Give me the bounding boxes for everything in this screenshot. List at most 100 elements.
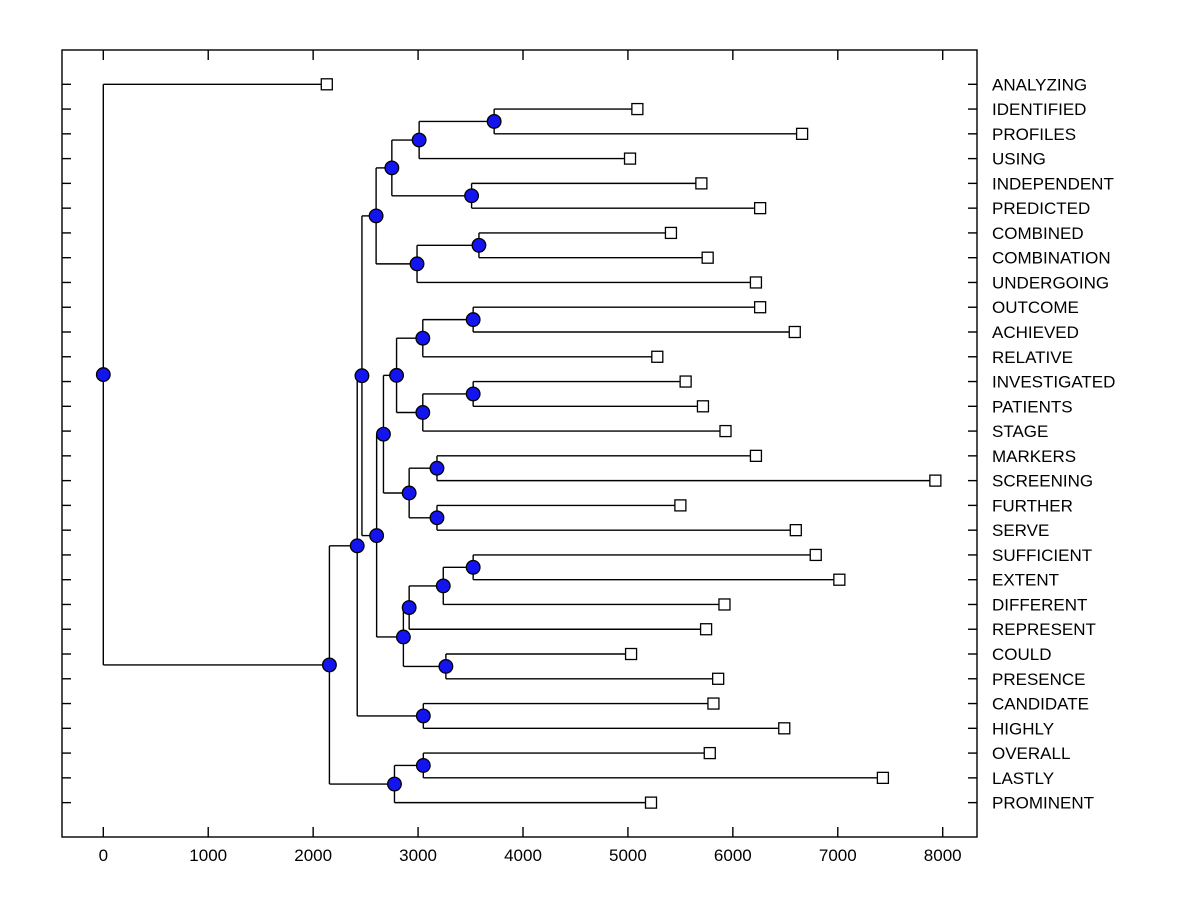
leaf-square-marker bbox=[749, 449, 763, 463]
leaf-square-marker bbox=[696, 400, 710, 413]
leaf-label: COMBINED bbox=[992, 224, 1084, 243]
leaf-square-marker bbox=[699, 623, 713, 636]
cluster-node-marker bbox=[415, 708, 431, 724]
leaf-square-marker bbox=[701, 251, 714, 264]
leaf-square-marker bbox=[664, 226, 678, 240]
cluster-node-marker bbox=[411, 132, 427, 148]
cluster-node-marker bbox=[95, 367, 111, 383]
leaf-square-marker bbox=[833, 573, 846, 586]
x-axis-tick-label: 2000 bbox=[294, 846, 332, 865]
plot-border-box bbox=[61, 49, 978, 838]
cluster-node-marker bbox=[429, 510, 445, 526]
leaf-label: INVESTIGATED bbox=[992, 373, 1115, 392]
leaf-square-marker bbox=[695, 177, 708, 190]
cluster-node-marker bbox=[465, 559, 481, 575]
cluster-node-marker bbox=[438, 658, 454, 674]
cluster-node-marker bbox=[401, 485, 417, 501]
leaf-label: SERVE bbox=[992, 521, 1049, 540]
cluster-node-marker bbox=[464, 188, 480, 204]
leaf-label: OVERALL bbox=[992, 744, 1070, 763]
leaf-label: SCREENING bbox=[992, 472, 1093, 491]
leaf-label: SUFFICIENT bbox=[992, 546, 1092, 565]
cluster-node-marker bbox=[384, 160, 400, 176]
leaf-label: PREDICTED bbox=[992, 199, 1090, 218]
leaf-label: COULD bbox=[992, 645, 1052, 664]
leaf-label: STAGE bbox=[992, 422, 1048, 441]
leaf-label: PROMINENT bbox=[992, 794, 1094, 813]
cluster-node-marker bbox=[387, 776, 402, 792]
leaf-label: CANDIDATE bbox=[992, 695, 1089, 714]
leaf-square-marker bbox=[929, 474, 942, 487]
leaf-label: LASTLY bbox=[992, 769, 1054, 788]
x-axis-tick-label: 3000 bbox=[399, 846, 437, 865]
leaf-square-marker bbox=[753, 201, 767, 215]
cluster-node-marker bbox=[465, 386, 481, 402]
x-axis-tick-label: 8000 bbox=[924, 846, 962, 865]
leaf-square-marker bbox=[789, 524, 802, 537]
cluster-node-marker bbox=[369, 528, 385, 544]
leaf-label: HIGHLY bbox=[992, 719, 1054, 738]
x-axis-tick-label: 1000 bbox=[189, 846, 227, 865]
leaf-square-marker bbox=[749, 276, 763, 289]
cluster-node-marker bbox=[375, 426, 391, 442]
cluster-node-marker bbox=[486, 114, 502, 129]
leaf-square-marker bbox=[718, 598, 731, 611]
leaf-square-marker bbox=[644, 796, 658, 809]
leaf-label: MARKERS bbox=[992, 447, 1076, 466]
cluster-node-marker bbox=[401, 600, 417, 616]
leaf-square-marker bbox=[651, 350, 664, 363]
leaf-label: USING bbox=[992, 150, 1046, 169]
leaf-label: FURTHER bbox=[992, 496, 1073, 515]
leaf-label: REPRESENT bbox=[992, 620, 1096, 639]
leaf-label: COMBINATION bbox=[992, 249, 1111, 268]
cluster-node-marker bbox=[349, 538, 365, 554]
cluster-node-marker bbox=[429, 460, 445, 476]
leaf-square-marker bbox=[778, 722, 791, 735]
leaf-label: PRESENCE bbox=[992, 670, 1086, 689]
leaf-label: OUTCOME bbox=[992, 298, 1079, 317]
leaf-square-marker bbox=[320, 78, 333, 91]
cluster-node-marker bbox=[471, 237, 487, 253]
cluster-node-marker bbox=[395, 629, 411, 645]
x-axis-tick-label: 4000 bbox=[504, 846, 542, 865]
cluster-node-marker bbox=[409, 256, 425, 272]
leaf-label: ACHIEVED bbox=[992, 323, 1079, 342]
x-axis-tick-label: 0 bbox=[99, 846, 108, 865]
x-axis-tick-label: 6000 bbox=[714, 846, 752, 865]
cluster-node-marker bbox=[415, 758, 431, 773]
leaf-label: ANALYZING bbox=[992, 75, 1087, 94]
cluster-node-marker bbox=[354, 368, 370, 384]
leaf-square-marker bbox=[624, 647, 638, 661]
x-axis-tick-label: 7000 bbox=[819, 846, 857, 865]
leaf-label: UNDERGOING bbox=[992, 273, 1109, 292]
leaf-square-marker bbox=[788, 325, 801, 339]
leaf-square-marker bbox=[707, 697, 720, 710]
leaf-label: RELATIVE bbox=[992, 348, 1073, 367]
leaf-square-marker bbox=[795, 127, 809, 140]
leaf-square-marker bbox=[712, 672, 725, 685]
leaf-square-marker bbox=[674, 499, 687, 512]
leaf-square-marker bbox=[631, 102, 644, 116]
leaf-square-marker bbox=[809, 548, 822, 562]
leaf-square-marker bbox=[623, 152, 637, 165]
leaf-label: DIFFERENT bbox=[992, 595, 1087, 614]
cluster-node-marker bbox=[435, 578, 451, 594]
leaf-square-marker bbox=[679, 375, 692, 388]
leaf-square-marker bbox=[719, 424, 732, 438]
leaf-square-marker bbox=[703, 746, 716, 760]
x-axis-tick-label: 5000 bbox=[609, 846, 647, 865]
leaf-label: IDENTIFIED bbox=[992, 100, 1086, 119]
leaf-label: PROFILES bbox=[992, 125, 1076, 144]
cluster-node-marker bbox=[389, 367, 405, 383]
cluster-node-marker bbox=[415, 405, 431, 420]
leaf-label: PATIENTS bbox=[992, 397, 1073, 416]
leaf-label: INDEPENDENT bbox=[992, 174, 1114, 193]
leaf-square-marker bbox=[753, 301, 767, 314]
cluster-node-marker bbox=[415, 330, 431, 346]
leaf-square-marker bbox=[876, 771, 890, 785]
cluster-node-marker bbox=[321, 657, 337, 673]
leaf-label: EXTENT bbox=[992, 571, 1059, 590]
